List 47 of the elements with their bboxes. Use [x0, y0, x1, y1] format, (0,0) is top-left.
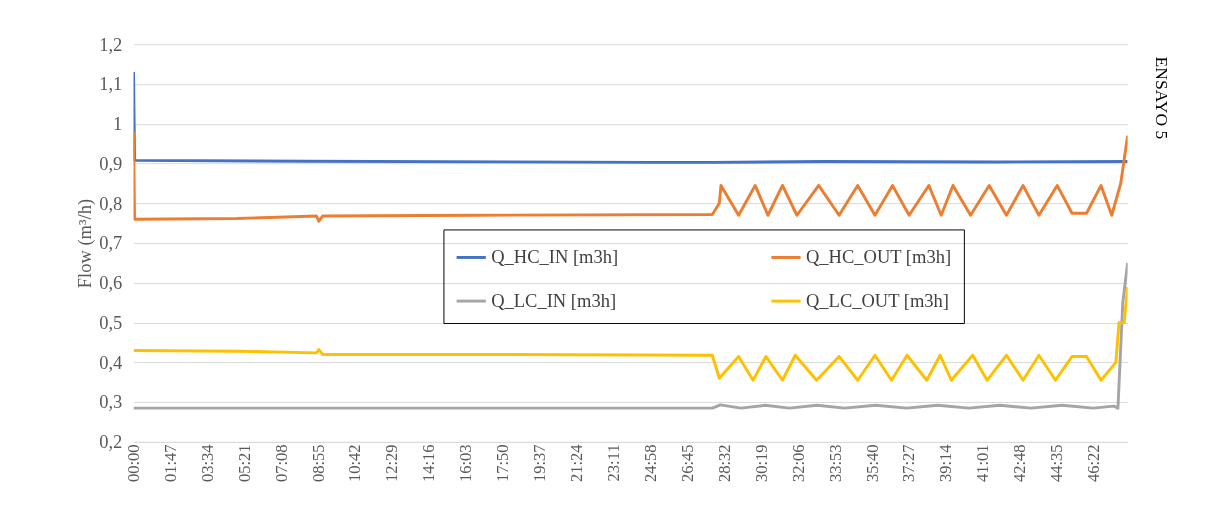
x-tick-label: 00:00: [123, 444, 143, 483]
x-tick-label: 23:11: [604, 444, 624, 482]
line-series: [133, 285, 1128, 382]
x-tick-label: 30:19: [751, 444, 771, 483]
x-tick-label: 10:42: [345, 444, 365, 483]
x-tick-label: 12:29: [382, 444, 402, 483]
legend-label: Q_LC_IN [m3h]: [491, 290, 617, 311]
y-tick-label: 0,7: [99, 233, 123, 254]
y-tick-label: 0,8: [99, 193, 123, 214]
x-tick-label: 14:16: [419, 444, 439, 483]
y-tick-label: 1,1: [99, 74, 123, 95]
x-tick-label: 46:22: [1084, 444, 1104, 483]
x-tick-label: 05:21: [234, 444, 254, 483]
y-tick-label: 0,5: [99, 312, 123, 333]
x-tick-label: 01:47: [160, 444, 180, 483]
y-tick-label: 1: [113, 114, 123, 135]
x-tick-label: 41:01: [973, 444, 993, 483]
x-tick-label: 44:35: [1047, 444, 1067, 483]
x-tick-label: 08:55: [308, 444, 328, 483]
y-tick-label: 0,9: [99, 153, 123, 174]
x-tick-label: 24:58: [640, 444, 660, 483]
legend-label: Q_HC_IN [m3h]: [491, 247, 619, 268]
line-series: [133, 70, 1128, 164]
y-tick-label: 0,2: [99, 432, 123, 453]
x-tick-label: 32:06: [788, 444, 808, 483]
y-tick-label: 0,6: [99, 273, 123, 294]
x-tick-label: 17:50: [493, 444, 513, 483]
y-tick-label: 1,2: [99, 34, 123, 55]
x-tick-label: 37:27: [899, 444, 919, 483]
x-tick-label: 03:34: [197, 443, 217, 483]
x-tick-label: 33:53: [825, 444, 845, 483]
y-tick-label: 0,4: [99, 352, 123, 373]
y-tick-label: 0,3: [99, 392, 123, 413]
x-tick-label: 07:08: [271, 444, 291, 483]
x-tick-label: 39:14: [936, 443, 956, 483]
legend-label: Q_HC_OUT [m3h]: [806, 247, 952, 268]
text: ENSAYO 5: [1151, 56, 1172, 140]
x-tick-label: 21:24: [567, 443, 587, 483]
x-tick-label: 16:03: [456, 444, 476, 483]
legend-label: Q_LC_OUT [m3h]: [806, 290, 950, 311]
x-tick-label: 19:37: [530, 444, 550, 483]
x-tick-label: 35:40: [862, 444, 882, 483]
line-series: [133, 130, 1128, 223]
y-axis-title: Flow (m³/h): [75, 198, 97, 289]
x-tick-label: 42:48: [1010, 444, 1030, 483]
x-tick-label: 26:45: [677, 444, 697, 483]
x-tick-label: 28:32: [714, 444, 734, 483]
